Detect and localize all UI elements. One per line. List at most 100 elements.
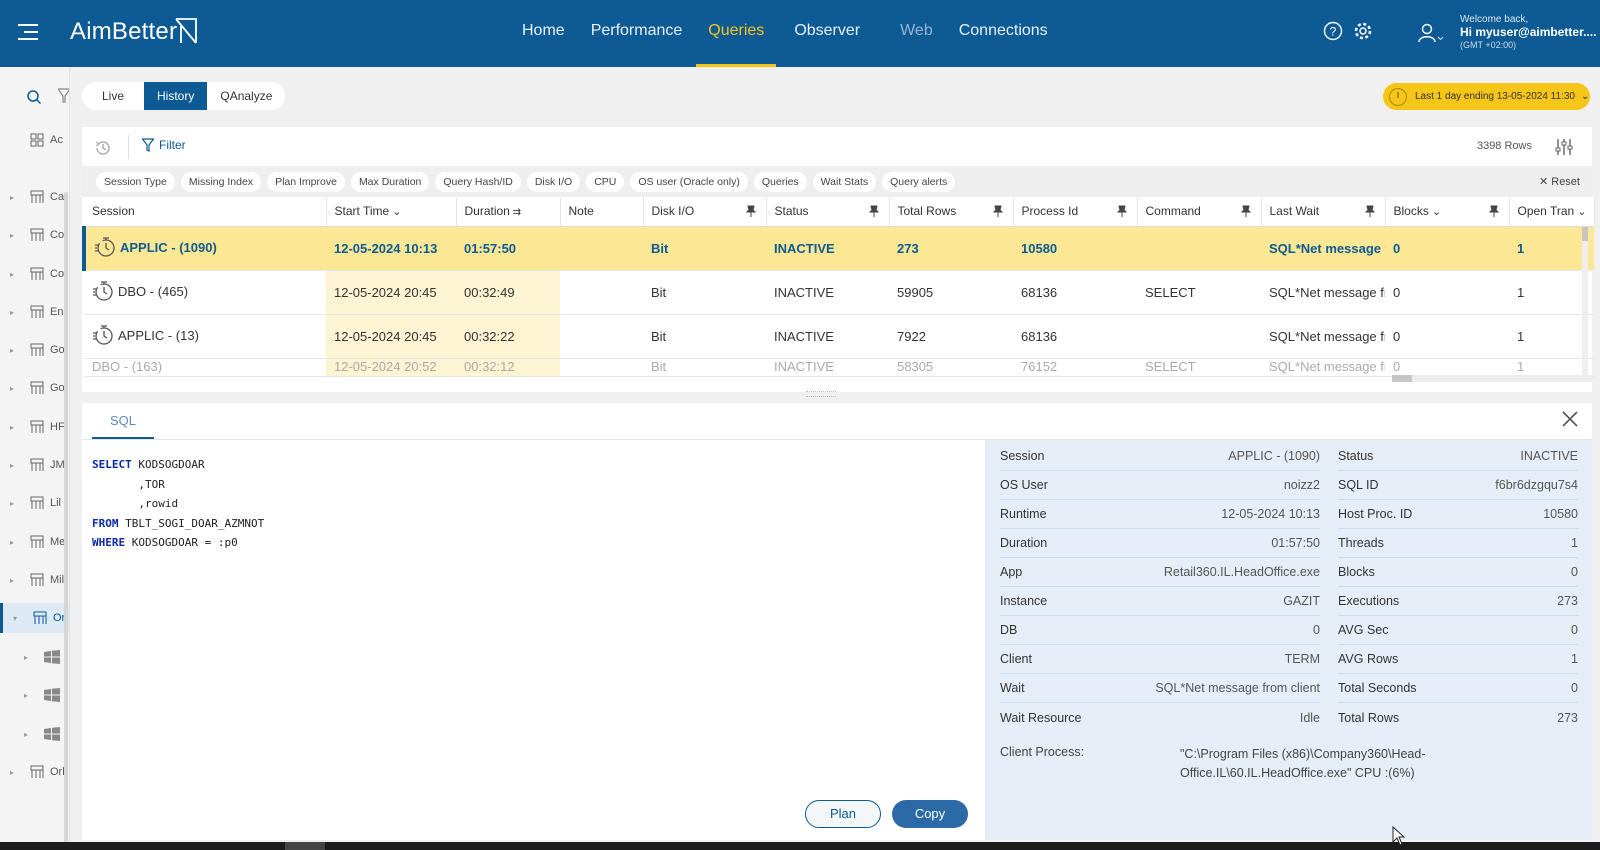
nav-performance[interactable]: Performance xyxy=(590,22,683,39)
grid-horizontal-scrollbar[interactable] xyxy=(1392,375,1592,382)
pin-icon[interactable] xyxy=(992,205,1003,220)
filter-chip[interactable]: Max Duration xyxy=(350,172,430,192)
user-avatar-icon[interactable] xyxy=(1418,22,1444,47)
sidebar-item[interactable]: ▸ Ca xyxy=(0,182,69,212)
chevron-right-icon[interactable]: ▸ xyxy=(10,192,15,202)
sidebar-item[interactable]: ▸ Lil xyxy=(0,488,69,518)
column-header[interactable]: Note xyxy=(560,197,644,227)
filter-chip[interactable]: OS user (Oracle only) xyxy=(630,172,748,192)
table-row[interactable]: APPLIC - (13) 12-05-2024 20:45 00:32:22 Bit… xyxy=(84,314,1594,359)
chevron-right-icon[interactable]: ▸ xyxy=(10,460,15,470)
sidebar-item[interactable]: ▸ Me xyxy=(0,527,69,557)
filter-chip[interactable]: Query Hash/ID xyxy=(435,172,521,192)
sidebar-item[interactable]: ▸ Go xyxy=(0,335,69,365)
chevron-right-icon[interactable]: ▸ xyxy=(10,269,15,279)
column-header[interactable]: Start Time ⌄ xyxy=(326,197,457,227)
pin-icon[interactable] xyxy=(745,205,756,220)
filter-chip[interactable]: Wait Stats xyxy=(812,172,877,192)
sidebar-item[interactable]: ▸ En xyxy=(0,297,69,327)
sidebar-item[interactable]: ▸ JM xyxy=(0,450,69,480)
tab-qanalyze[interactable]: QAnalyze xyxy=(220,89,273,103)
sidebar-item[interactable]: ▾ Or xyxy=(0,603,69,633)
close-icon[interactable] xyxy=(1560,409,1582,431)
nav-home[interactable]: Home xyxy=(522,22,565,39)
sort-icon[interactable]: ⇉ xyxy=(509,207,522,219)
plan-button[interactable]: Plan xyxy=(805,800,881,828)
chevron-right-icon[interactable]: ▸ xyxy=(10,230,15,240)
sidebar-item[interactable]: ▸ Co xyxy=(0,259,69,289)
column-header[interactable]: Open Tran ⌄ xyxy=(1509,197,1595,227)
chevron-right-icon[interactable]: ▸ xyxy=(10,537,15,547)
pin-icon[interactable] xyxy=(1488,205,1499,220)
filter-chip[interactable]: CPU xyxy=(586,172,625,192)
filter-chip[interactable]: Missing Index xyxy=(180,172,262,192)
filter-button[interactable]: Filter xyxy=(142,138,186,152)
tab-sql[interactable]: SQL xyxy=(92,403,154,439)
sidebar-item[interactable]: ▸ HF xyxy=(0,412,69,442)
chevron-right-icon[interactable]: ▸ xyxy=(10,345,15,355)
sidebar-item[interactable]: ▸ Co xyxy=(0,220,69,250)
pin-icon[interactable] xyxy=(1240,205,1251,220)
sidebar-item[interactable]: ▸ Orl xyxy=(0,757,69,787)
column-header[interactable]: Duration ⇉ xyxy=(456,197,561,227)
filter-chip[interactable]: Query alerts xyxy=(882,172,956,192)
chevron-down-icon[interactable]: ▾ xyxy=(13,613,18,623)
chevron-right-icon[interactable]: ▸ xyxy=(10,767,15,777)
column-header[interactable]: Blocks ⌄ xyxy=(1385,197,1510,227)
table-row[interactable]: APPLIC - (1090) 12-05-2024 10:13 01:57:50 B… xyxy=(82,226,1594,271)
copy-button[interactable]: Copy xyxy=(892,800,968,828)
chevron-right-icon[interactable]: ▸ xyxy=(10,575,15,585)
sidebar-item[interactable]: ▸ xyxy=(0,680,69,710)
chevron-right-icon[interactable]: ▸ xyxy=(24,690,29,700)
chevron-right-icon[interactable]: ▸ xyxy=(10,422,15,432)
nav-observer[interactable]: Observer xyxy=(794,22,861,39)
column-header[interactable]: Command xyxy=(1137,197,1262,227)
column-header[interactable]: Total Rows xyxy=(889,197,1014,227)
pin-icon[interactable] xyxy=(1116,205,1127,220)
sort-desc-icon[interactable]: ⌄ xyxy=(1428,206,1442,219)
table-row[interactable]: DBO - (465) 12-05-2024 20:45 00:32:49 Bit IN… xyxy=(84,270,1594,315)
panel-splitter[interactable] xyxy=(806,391,836,397)
sort-desc-icon[interactable]: ⌄ xyxy=(1574,206,1587,219)
chevron-right-icon[interactable]: ▸ xyxy=(10,307,15,317)
pin-icon[interactable] xyxy=(1364,205,1375,220)
sidebar-filter-icon[interactable] xyxy=(56,88,69,107)
chevron-right-icon[interactable]: ▸ xyxy=(24,652,29,662)
nav-connections[interactable]: Connections xyxy=(958,22,1048,39)
brand-logo[interactable]: AimBetter xyxy=(70,18,198,46)
pin-icon[interactable] xyxy=(868,205,879,220)
chevron-right-icon[interactable]: ▸ xyxy=(24,729,29,739)
column-header[interactable]: Disk I/O xyxy=(643,197,767,227)
nav-queries[interactable]: Queries xyxy=(696,0,777,67)
sidebar-scrollbar[interactable] xyxy=(64,192,68,842)
chevron-right-icon[interactable]: ▸ xyxy=(10,498,15,508)
sidebar-item[interactable]: ▸ xyxy=(0,719,69,749)
column-header[interactable]: Last Wait xyxy=(1261,197,1386,227)
gear-icon[interactable] xyxy=(1352,20,1374,42)
timeframe-selector[interactable]: Last 1 day ending 13-05-2024 11:30 ⌄ xyxy=(1383,83,1590,110)
help-icon[interactable]: ? xyxy=(1322,20,1344,42)
grid-vertical-scrollbar[interactable] xyxy=(1582,227,1588,377)
sidebar-search-icon[interactable] xyxy=(26,89,42,108)
tab-live[interactable]: Live xyxy=(102,89,125,103)
column-settings-icon[interactable] xyxy=(1554,137,1574,160)
column-header[interactable]: Process Id xyxy=(1013,197,1138,227)
filter-chip[interactable]: Plan Improve xyxy=(267,172,345,192)
filter-chip[interactable]: Queries xyxy=(753,172,807,192)
menu-toggle-icon[interactable] xyxy=(18,24,40,42)
sidebar-item[interactable]: ▸ Go xyxy=(0,373,69,403)
nav-web[interactable]: Web xyxy=(900,22,933,39)
user-info[interactable]: Welcome back, Hi myuser@aimbetter.... (G… xyxy=(1460,13,1600,52)
table-row[interactable]: DBO - (163) 12-05-2024 20:52 00:32:12 Bit IN… xyxy=(84,358,1594,377)
column-header[interactable]: Status xyxy=(766,197,890,227)
filter-chip[interactable]: Disk I/O xyxy=(526,172,581,192)
column-header[interactable]: Session xyxy=(84,197,327,227)
sidebar-item[interactable]: ▸ xyxy=(0,642,69,672)
sidebar-item[interactable]: ▸ Mil xyxy=(0,565,69,595)
chevron-right-icon[interactable]: ▸ xyxy=(10,383,15,393)
reset-button[interactable]: ✕ Reset xyxy=(1538,176,1580,188)
tab-history[interactable]: History xyxy=(144,82,208,110)
sort-desc-icon[interactable]: ⌄ xyxy=(389,206,402,219)
sidebar-item[interactable]: Ac xyxy=(0,125,69,155)
filter-chip[interactable]: Session Type xyxy=(96,172,175,192)
